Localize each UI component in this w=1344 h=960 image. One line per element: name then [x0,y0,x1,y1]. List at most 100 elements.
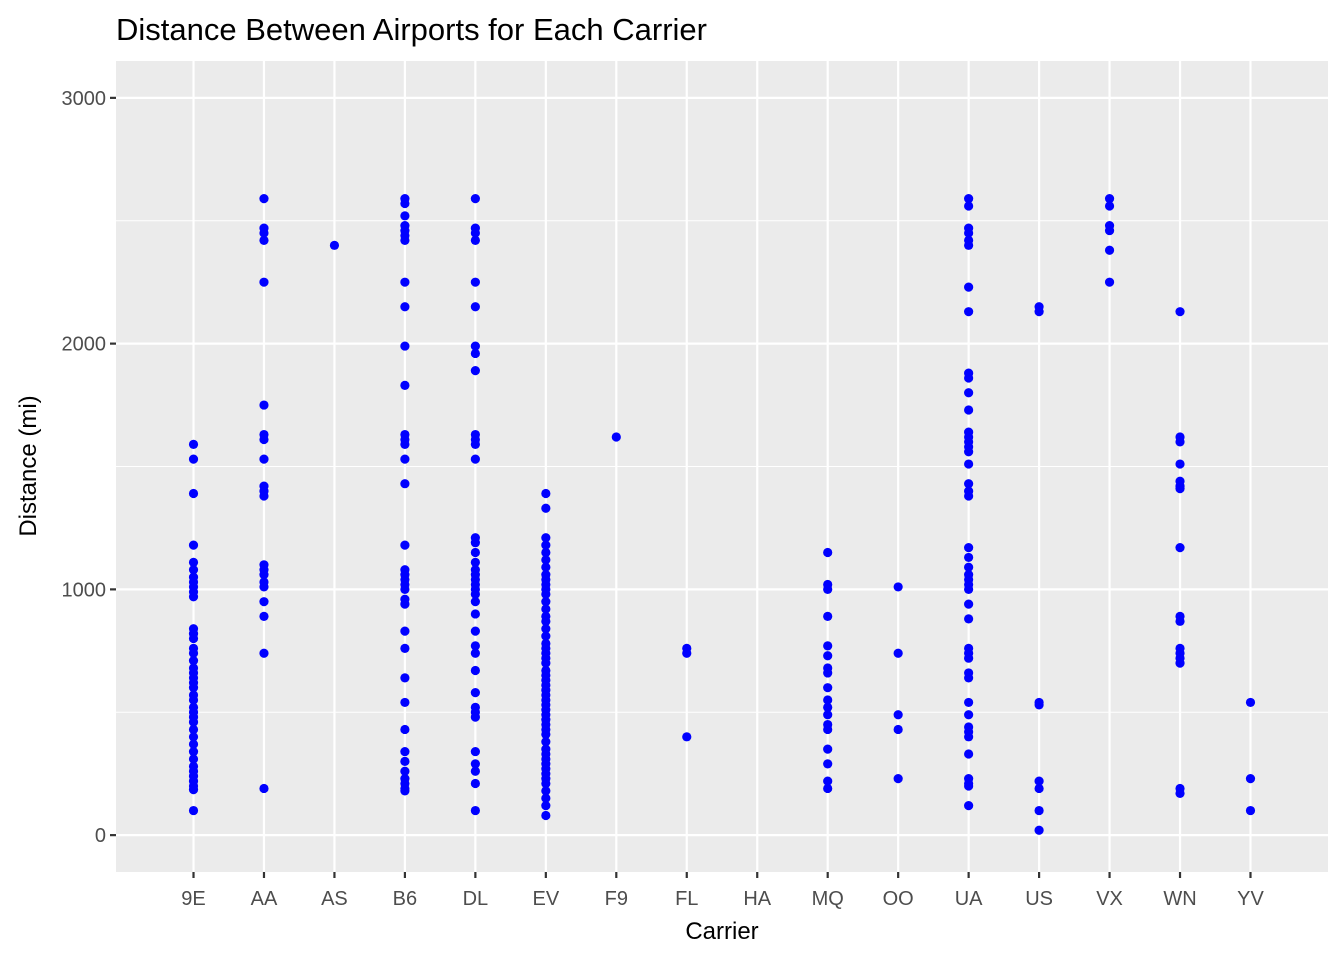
y-axis-title: Distance (mi) [15,395,42,536]
data-point-b6 [400,766,410,776]
data-point-dl [470,348,480,359]
data-point-ua [964,240,974,250]
data-point-dl [470,228,480,238]
data-point-9e [188,648,199,658]
data-point-mq [823,744,833,754]
data-point-ev [541,624,551,634]
data-point-ua [964,459,974,469]
data-point-b6 [400,643,410,653]
data-point-ev [541,658,551,668]
data-point-mq [823,702,833,712]
data-point-b6 [400,277,410,287]
data-point-b6 [400,235,410,246]
data-point-ua [964,732,974,742]
data-point-ua [964,614,974,624]
data-point-dl [470,597,480,607]
data-point-dl [470,687,480,698]
data-point-ua [964,307,974,317]
data-point-aa [259,434,269,445]
x-axis: 9E AA AS B6 DL EV F9 FL HA MQ OO UA US VX WN YV [181,872,1264,910]
data-point-mq [823,783,833,794]
data-point-ev [541,801,551,811]
data-point-dl [470,302,480,312]
data-point-9e [188,683,199,693]
x-tick-label-wn: WN [1163,888,1196,910]
data-point-yv [1245,805,1256,816]
y-tick-label: 2000 [62,334,107,356]
data-point-aa [259,597,269,607]
x-tick-label-ua: UA [955,888,983,910]
data-point-mq [823,611,833,622]
data-point-ua [964,562,974,572]
data-point-b6 [400,454,410,464]
data-point-9e [188,454,199,464]
data-point-mq [823,724,833,735]
data-point-wn [1175,658,1185,668]
data-point-dl [470,547,480,558]
data-point-oo [893,724,903,735]
data-point-dl [470,341,480,351]
data-point-mq [823,584,833,594]
x-tick-label-mq: MQ [812,888,844,910]
data-point-us [1034,805,1044,816]
x-tick-label-fl: FL [675,888,698,910]
data-point-ua [964,653,974,663]
data-point-dl [470,626,480,636]
data-point-mq [823,710,833,720]
data-point-ua [964,479,974,489]
x-tick-label-f9: F9 [605,888,628,910]
data-point-ev [541,729,551,739]
data-point-dl [470,194,480,204]
data-point-wn [1175,616,1185,626]
data-point-us [1034,825,1044,835]
data-point-aa [259,582,269,592]
data-point-dl [470,454,480,464]
data-point-b6 [400,599,410,609]
data-point-aa [259,454,269,464]
data-point-ua [964,388,974,398]
data-point-b6 [400,584,410,594]
data-point-aa [259,277,269,287]
data-point-wn [1175,437,1185,447]
data-point-us [1034,783,1044,794]
data-points [188,194,1256,835]
data-point-aa [259,235,269,246]
data-point-wn [1175,788,1185,798]
x-tick-label-9e: 9E [181,888,205,910]
data-point-b6 [400,211,410,221]
data-point-9e [188,732,199,742]
data-point-b6 [400,540,410,550]
data-point-9e [188,633,199,644]
data-point-9e [188,439,199,449]
data-point-fl [682,732,692,742]
data-point-oo [893,582,903,592]
data-point-aa [259,228,269,238]
data-point-aa [259,648,269,658]
data-point-dl [470,759,480,769]
data-point-yv [1245,774,1256,784]
data-point-ev [541,631,551,641]
data-point-dl [470,235,480,246]
data-point-9e [188,739,199,749]
data-point-9e [188,805,199,816]
x-tick-label-b6: B6 [393,888,417,910]
x-axis-title: Carrier [685,918,758,945]
data-point-as [329,240,340,250]
data-point-dl [470,805,480,816]
x-tick-label-dl: DL [463,888,489,910]
data-point-b6 [400,439,410,449]
data-point-ev [541,540,551,550]
data-point-us [1034,307,1044,317]
data-point-dl [470,665,480,676]
data-point-9e [188,724,199,735]
data-point-oo [893,710,903,720]
data-point-wn [1175,543,1185,553]
data-point-ua [964,673,974,683]
data-point-oo [893,648,903,658]
data-point-b6 [400,673,410,683]
data-point-vx [1104,245,1115,255]
data-point-wn [1175,484,1185,494]
data-point-b6 [400,302,410,312]
data-point-ev [541,810,551,821]
